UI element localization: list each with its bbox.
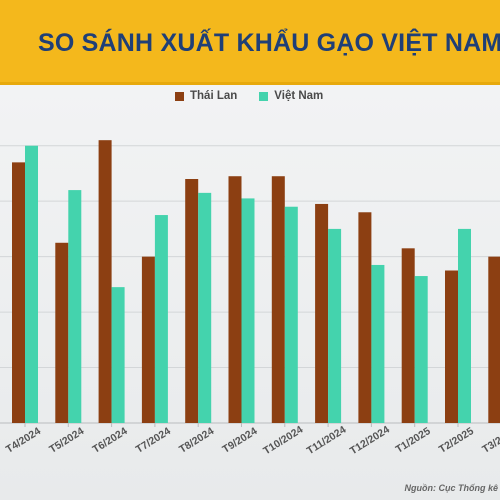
x-tick-label: T9/2024 (220, 425, 259, 456)
x-tick-label: T6/2024 (90, 425, 129, 456)
bar-thai-t11-2024 (315, 203, 329, 423)
x-tick-label: T4/2024 (4, 425, 43, 456)
bar-thai-t4-2024 (12, 162, 25, 423)
x-tick-label: T8/2024 (177, 425, 216, 456)
legend-label-vietnam: Việt Nam (274, 90, 324, 102)
chart-title: SO SÁNH XUẤT KHẨU GẠO VIỆT NAM VÀ THÁI L… (38, 29, 500, 57)
x-tick-label: T1/2025 (394, 425, 433, 456)
bar-vietnam-t8-2024 (198, 192, 212, 423)
bar-thai-t12-2024 (358, 212, 372, 423)
bar-vietnam-t4-2024 (25, 145, 38, 423)
chart-legend: Thái Lan Việt Nam (175, 88, 323, 104)
bar-thai-t8-2024 (185, 179, 199, 423)
bar-vietnam-t10-2024 (284, 206, 298, 423)
bar-thai-t6-2024 (98, 140, 112, 423)
x-tick-label: T5/2024 (47, 425, 86, 456)
x-tick-label: T10/2024 (261, 424, 305, 458)
legend-item-vietnam: Việt Nam (259, 90, 323, 102)
bar-vietnam-t7-2024 (154, 215, 168, 423)
bar-vietnam-t6-2024 (111, 287, 125, 423)
bar-thai-t3-2025 (488, 256, 500, 423)
bar-thai-t10-2024 (271, 176, 285, 423)
bar-thai-t7-2024 (141, 256, 155, 423)
source-note: Nguồn: Cục Thống kê (404, 483, 499, 493)
bar-thai-t1-2025 (401, 248, 415, 423)
bar-vietnam-t5-2024 (68, 190, 82, 423)
title-banner: SO SÁNH XUẤT KHẨU GẠO VIỆT NAM VÀ THÁI L… (0, 0, 500, 85)
x-tick-label: T11/2024 (305, 424, 349, 457)
bar-vietnam-t11-2024 (328, 228, 342, 423)
x-tick-label: T7/2024 (134, 425, 173, 456)
legend-swatch-vietnam (259, 91, 269, 101)
bar-vietnam-t9-2024 (241, 198, 255, 423)
x-tick-label: T12/2024 (348, 424, 392, 458)
bar-vietnam-t1-2025 (414, 276, 428, 423)
bar-thai-t2-2025 (445, 270, 458, 423)
legend-swatch-thai (175, 91, 184, 101)
bar-vietnam-t12-2024 (371, 264, 385, 423)
x-tick-label: T3/2025 (480, 425, 500, 456)
legend-item-thai: Thái Lan (175, 90, 237, 102)
bar-vietnam-t2-2025 (458, 228, 471, 423)
x-tick-label: T2/2025 (437, 425, 476, 456)
bar-thai-t5-2024 (55, 242, 69, 423)
legend-label-thai: Thái Lan (190, 90, 238, 102)
bar-thai-t9-2024 (228, 176, 242, 423)
